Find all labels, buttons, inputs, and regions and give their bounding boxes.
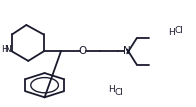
Text: Cl: Cl bbox=[114, 88, 123, 97]
Text: H: H bbox=[108, 85, 115, 94]
Text: H: H bbox=[169, 28, 175, 37]
Text: H: H bbox=[1, 45, 8, 54]
Text: N: N bbox=[5, 45, 11, 54]
Text: Cl: Cl bbox=[175, 26, 183, 35]
Text: N: N bbox=[123, 46, 131, 56]
Text: O: O bbox=[79, 46, 87, 56]
